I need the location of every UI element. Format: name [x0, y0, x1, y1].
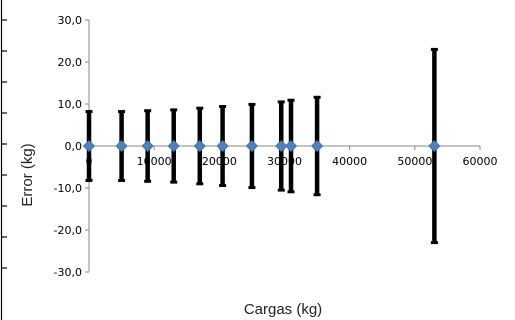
x-tick-label: 60000 — [463, 155, 498, 168]
y-tick-label: 30,0 — [58, 14, 83, 27]
data-markers — [82, 139, 441, 153]
y-tick-labels: 30,0 20,0 10,0 0,0 -10,0 -20,0 -30,0 — [54, 14, 82, 279]
y-tick-label: -30,0 — [54, 266, 82, 279]
data-point — [216, 139, 229, 153]
data-point — [311, 139, 324, 153]
data-point — [275, 139, 288, 153]
y-tick-label: 0,0 — [65, 140, 83, 153]
data-point — [245, 139, 258, 153]
data-point — [428, 139, 441, 153]
data-point — [82, 139, 96, 153]
y-axis-title: Error (kg) — [19, 143, 36, 206]
left-frame — [0, 0, 7, 320]
data-point — [167, 139, 180, 153]
y-tick-label: 20,0 — [58, 56, 83, 69]
y-tick-label: -20,0 — [54, 224, 82, 237]
y-tick-label: 10,0 — [58, 98, 83, 111]
x-axis-title: Cargas (kg) — [244, 301, 322, 318]
data-point — [284, 139, 298, 153]
x-tick-label: 40000 — [332, 155, 367, 168]
x-tick-label: 10000 — [137, 155, 172, 168]
x-tick-label: 30000 — [267, 155, 302, 168]
data-point — [193, 139, 206, 153]
data-point — [115, 139, 128, 153]
data-point — [141, 139, 154, 153]
y-tick-label: -10,0 — [54, 182, 82, 195]
x-tick-label: 20000 — [202, 155, 237, 168]
x-tick-label: 50000 — [397, 155, 432, 168]
